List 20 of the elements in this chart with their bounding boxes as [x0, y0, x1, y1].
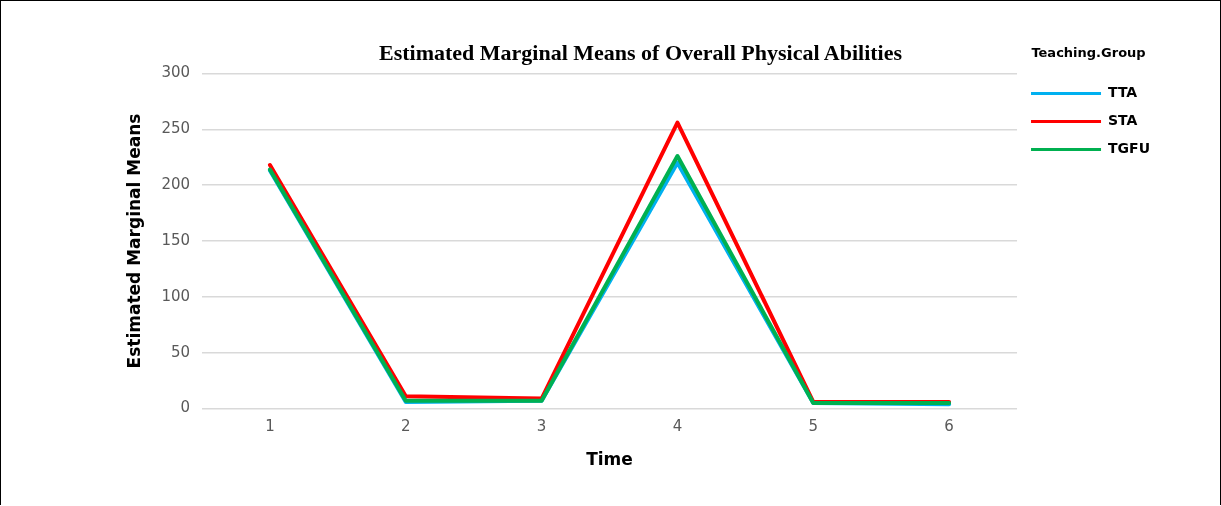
x-tick-label: 1 [265, 417, 275, 436]
x-tick-label: 2 [401, 417, 411, 436]
y-tick-label: 200 [161, 175, 191, 194]
x-tick-label: 6 [944, 417, 954, 436]
y-tick-label: 0 [180, 398, 191, 417]
x-tick-label: 3 [536, 417, 547, 436]
y-tick-label: 100 [161, 286, 191, 305]
legend-label: TGFU [1108, 140, 1151, 157]
legend-title: Teaching.Group [1031, 44, 1146, 60]
chart-title: Estimated Marginal Means of Overall Physical Abilities [378, 39, 903, 65]
x-axis-title: Time [586, 449, 633, 470]
y-axis-title: Estimated Marginal Means [123, 113, 144, 369]
x-tick-label: 4 [672, 417, 683, 436]
legend-label: STA [1108, 112, 1138, 129]
y-tick-label: 50 [170, 342, 191, 361]
legend-label: TTA [1108, 84, 1138, 101]
x-tick-label: 5 [808, 417, 819, 436]
y-tick-label: 250 [161, 119, 191, 138]
y-tick-label: 150 [161, 230, 191, 249]
y-tick-label: 300 [161, 63, 191, 82]
